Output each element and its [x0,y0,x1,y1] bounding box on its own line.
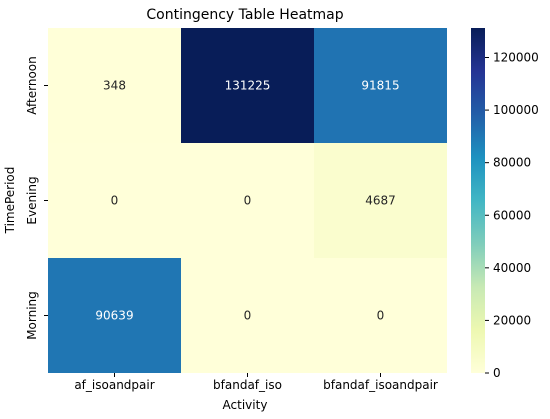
x-axis-ticks: af_isoandpair bfandaf_iso bfandaf_isoandpa… [74,373,438,392]
cell-value-label: 131225 [225,79,271,93]
heatmap-cell [181,143,314,258]
colorbar-tick-label: 100000 [493,103,539,117]
cell-value-label: 0 [244,194,252,208]
cell-value-label: 90639 [95,309,133,323]
x-tick-label: bfandaf_iso [213,378,282,392]
y-tick-label: Morning [25,291,39,340]
heatmap-cell [181,258,314,373]
heatmap-cell [181,28,314,143]
heatmap-cell [314,28,447,143]
heatmap-cells [48,28,447,373]
colorbar-tick-label: 80000 [493,156,531,170]
y-axis-ticks: Afternoon Evening Morning [25,56,48,340]
heatmap-cell [48,143,181,258]
x-tick-label: bfandaf_isoandpair [323,378,438,392]
y-tick-label: Evening [25,176,39,224]
y-tick-label: Afternoon [25,56,39,115]
colorbar [471,28,485,373]
colorbar-tick-label: 60000 [493,208,531,222]
cell-value-label: 91815 [361,79,399,93]
colorbar-tick-label: 40000 [493,261,531,275]
heatmap-cell [314,143,447,258]
colorbar-ticks: 0 20000 40000 60000 80000 100000 120000 [485,51,539,380]
cell-value-label: 0 [244,309,252,323]
chart-title: Contingency Table Heatmap [146,7,343,23]
cell-value-label: 0 [377,309,385,323]
y-axis-label: TimePeriod [3,167,17,235]
heatmap-cell [48,258,181,373]
heatmap-cell-labels: 348 131225 91815 0 0 4687 90639 0 0 [95,79,399,323]
x-axis-label: Activity [223,398,268,412]
cell-value-label: 348 [103,79,126,93]
colorbar-tick-label: 20000 [493,313,531,327]
colorbar-tick-label: 120000 [493,51,539,65]
cell-value-label: 0 [111,194,119,208]
heatmap-cell [48,28,181,143]
heatmap-cell [314,258,447,373]
colorbar-tick-label: 0 [493,366,501,380]
cell-value-label: 4687 [365,194,396,208]
x-tick-label: af_isoandpair [74,378,154,392]
